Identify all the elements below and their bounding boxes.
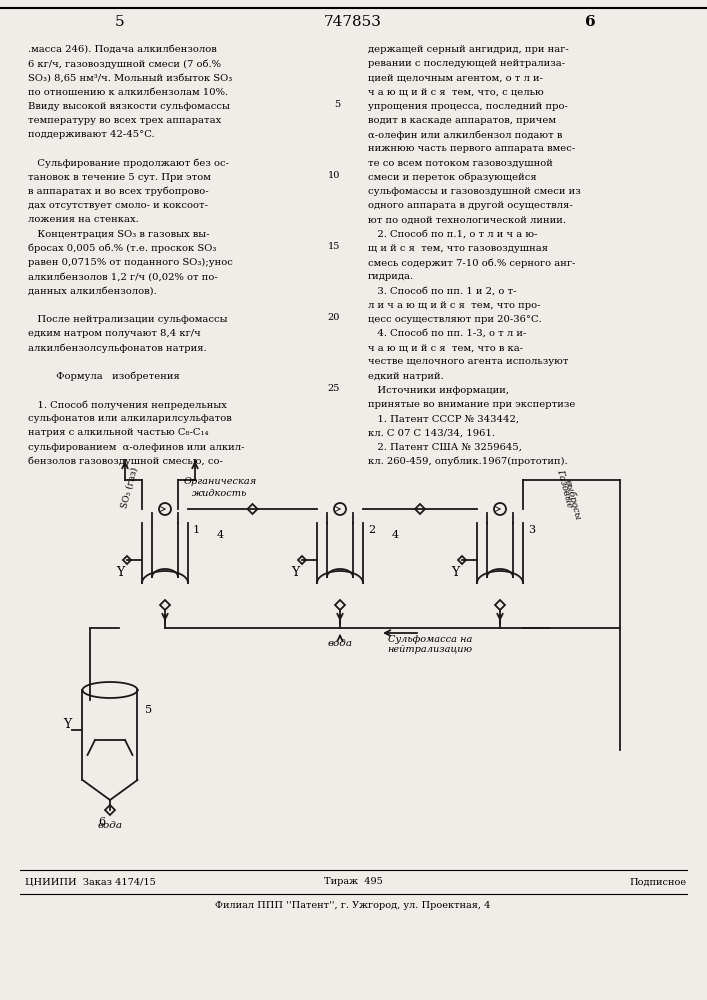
Text: Y: Y <box>291 566 299 578</box>
Text: водит в каскаде аппаратов, причем: водит в каскаде аппаратов, причем <box>368 116 556 125</box>
Text: 25: 25 <box>327 384 340 393</box>
Text: сульфированием  α-олефинов или алкил-: сульфированием α-олефинов или алкил- <box>28 443 245 452</box>
Text: Органическая: Органическая <box>183 478 257 487</box>
Text: 20: 20 <box>327 313 340 322</box>
Text: Y: Y <box>64 718 71 732</box>
Text: алкилбензолсульфонатов натрия.: алкилбензолсульфонатов натрия. <box>28 343 206 353</box>
Text: бензолов газовоздушной смесью, со-: бензолов газовоздушной смесью, со- <box>28 457 223 466</box>
Text: сульфонатов или алкиларилсульфатов: сульфонатов или алкиларилсульфатов <box>28 414 232 423</box>
Text: 5: 5 <box>115 15 125 29</box>
Text: После нейтрализации сульфомассы: После нейтрализации сульфомассы <box>28 315 228 324</box>
Text: жидкость: жидкость <box>192 488 247 497</box>
Text: 3: 3 <box>528 525 535 535</box>
Text: 2: 2 <box>368 525 375 535</box>
Text: нейтрализацию: нейтрализацию <box>387 646 472 654</box>
Text: 15: 15 <box>327 242 340 251</box>
Text: вода: вода <box>327 639 353 648</box>
Text: данных алкилбензолов).: данных алкилбензолов). <box>28 286 157 295</box>
Text: SO₃) 8,65 нм³/ч. Мольный избыток SO₃: SO₃) 8,65 нм³/ч. Мольный избыток SO₃ <box>28 73 233 82</box>
Text: смесь содержит 7-10 об.% серного анг-: смесь содержит 7-10 об.% серного анг- <box>368 258 575 267</box>
Text: 6: 6 <box>585 15 595 29</box>
Text: 1. Способ получения непредельных: 1. Способ получения непредельных <box>28 400 227 410</box>
Text: 2. Способ по п.1, о т л и ч а ю-: 2. Способ по п.1, о т л и ч а ю- <box>368 230 537 239</box>
Text: 4: 4 <box>216 530 223 540</box>
Text: Газовые: Газовые <box>556 468 575 508</box>
Text: 1: 1 <box>193 525 200 535</box>
Text: равен 0,0715% от поданного SO₃);унос: равен 0,0715% от поданного SO₃);унос <box>28 258 233 267</box>
Text: 4. Способ по пп. 1-3, о т л и-: 4. Способ по пп. 1-3, о т л и- <box>368 329 527 338</box>
Text: Формула   изобретения: Формула изобретения <box>28 372 180 381</box>
Text: кл. 260-459, опублик.1967(прототип).: кл. 260-459, опублик.1967(прототип). <box>368 457 568 466</box>
Text: вода: вода <box>98 820 122 830</box>
Text: ч а ю щ и й с я  тем, что в ка-: ч а ю щ и й с я тем, что в ка- <box>368 343 523 352</box>
Text: 4: 4 <box>392 530 399 540</box>
Text: цесс осуществляют при 20-36°С.: цесс осуществляют при 20-36°С. <box>368 315 542 324</box>
Text: 6: 6 <box>98 817 105 827</box>
Text: цией щелочным агентом, о т л и-: цией щелочным агентом, о т л и- <box>368 73 543 82</box>
Text: Концентрация SO₃ в газовых вы-: Концентрация SO₃ в газовых вы- <box>28 230 209 239</box>
Text: смеси и переток образующейся: смеси и переток образующейся <box>368 173 537 182</box>
Text: принятые во внимание при экспертизе: принятые во внимание при экспертизе <box>368 400 575 409</box>
Text: Подписное: Подписное <box>630 878 687 886</box>
Text: ревании с последующей нейтрализа-: ревании с последующей нейтрализа- <box>368 59 565 68</box>
Text: алкилбензолов 1,2 г/ч (0,02% от по-: алкилбензолов 1,2 г/ч (0,02% от по- <box>28 272 218 281</box>
Text: тановок в течение 5 сут. При этом: тановок в течение 5 сут. При этом <box>28 173 211 182</box>
Text: 3. Способ по пп. 1 и 2, о т-: 3. Способ по пп. 1 и 2, о т- <box>368 286 517 295</box>
Text: нижнюю часть первого аппарата вмес-: нижнюю часть первого аппарата вмес- <box>368 144 575 153</box>
Text: поддерживают 42-45°C.: поддерживают 42-45°C. <box>28 130 155 139</box>
Text: 5: 5 <box>334 100 340 109</box>
Text: выбросы: выбросы <box>563 479 583 521</box>
Text: л и ч а ю щ и й с я  тем, что про-: л и ч а ю щ и й с я тем, что про- <box>368 301 540 310</box>
Text: Тираж  495: Тираж 495 <box>324 878 382 886</box>
Text: 5: 5 <box>146 705 153 715</box>
Text: щ и й с я  тем, что газовоздушная: щ и й с я тем, что газовоздушная <box>368 244 548 253</box>
Text: SO₃ (газ): SO₃ (газ) <box>120 466 140 510</box>
Text: едким натром получают 8,4 кг/ч: едким натром получают 8,4 кг/ч <box>28 329 201 338</box>
Text: сульфомассы и газовоздушной смеси из: сульфомассы и газовоздушной смеси из <box>368 187 580 196</box>
Text: упрощения процесса, последний про-: упрощения процесса, последний про- <box>368 102 568 111</box>
Text: дах отсутствует смоло- и коксоот-: дах отсутствует смоло- и коксоот- <box>28 201 208 210</box>
Text: 10: 10 <box>327 171 340 180</box>
Text: те со всем потоком газовоздушной: те со всем потоком газовоздушной <box>368 159 553 168</box>
Text: Y: Y <box>116 566 124 578</box>
Text: гидрида.: гидрида. <box>368 272 414 281</box>
Text: по отношению к алкилбензолам 10%.: по отношению к алкилбензолам 10%. <box>28 88 228 97</box>
Text: Филиал ППП ''Патент'', г. Ужгород, ул. Проектная, 4: Филиал ППП ''Патент'', г. Ужгород, ул. П… <box>216 902 491 910</box>
Text: ЦНИИПИ  Заказ 4174/15: ЦНИИПИ Заказ 4174/15 <box>25 878 156 886</box>
Text: в аппаратах и во всех трубопрово-: в аппаратах и во всех трубопрово- <box>28 187 209 196</box>
Text: ют по одной технологической линии.: ют по одной технологической линии. <box>368 215 566 224</box>
Text: 1. Патент СССР № 343442,: 1. Патент СССР № 343442, <box>368 414 519 423</box>
Text: .масса 246). Подача алкилбензолов: .масса 246). Подача алкилбензолов <box>28 45 217 54</box>
Text: Сульфирование продолжают без ос-: Сульфирование продолжают без ос- <box>28 159 229 168</box>
Text: держащей серный ангидрид, при наг-: держащей серный ангидрид, при наг- <box>368 45 568 54</box>
Text: ч а ю щ и й с я  тем, что, с целью: ч а ю щ и й с я тем, что, с целью <box>368 88 544 97</box>
Text: температуру во всех трех аппаратах: температуру во всех трех аппаратах <box>28 116 221 125</box>
Text: бросах 0,005 об.% (т.е. проскок SO₃: бросах 0,005 об.% (т.е. проскок SO₃ <box>28 244 216 253</box>
Text: 6 кг/ч, газовоздушной смеси (7 об.%: 6 кг/ч, газовоздушной смеси (7 об.% <box>28 59 221 69</box>
Text: натрия с алкильной частью C₈-C₁₄: натрия с алкильной частью C₈-C₁₄ <box>28 428 209 437</box>
Text: ложения на стенках.: ложения на стенках. <box>28 215 139 224</box>
Text: α-олефин или алкилбензол подают в: α-олефин или алкилбензол подают в <box>368 130 562 140</box>
Text: кл. С 07 С 143/34, 1961.: кл. С 07 С 143/34, 1961. <box>368 428 495 437</box>
Text: 2. Патент США № 3259645,: 2. Патент США № 3259645, <box>368 443 522 452</box>
Text: 747853: 747853 <box>324 15 382 29</box>
Text: Источники информации,: Источники информации, <box>368 386 509 395</box>
Text: едкий натрий.: едкий натрий. <box>368 372 444 381</box>
Text: одного аппарата в другой осуществля-: одного аппарата в другой осуществля- <box>368 201 573 210</box>
Text: Сульфомасса на: Сульфомасса на <box>388 636 472 645</box>
Text: честве щелочного агента используют: честве щелочного агента используют <box>368 357 568 366</box>
Text: Ввиду высокой вязкости сульфомассы: Ввиду высокой вязкости сульфомассы <box>28 102 230 111</box>
Text: Y: Y <box>451 566 459 578</box>
